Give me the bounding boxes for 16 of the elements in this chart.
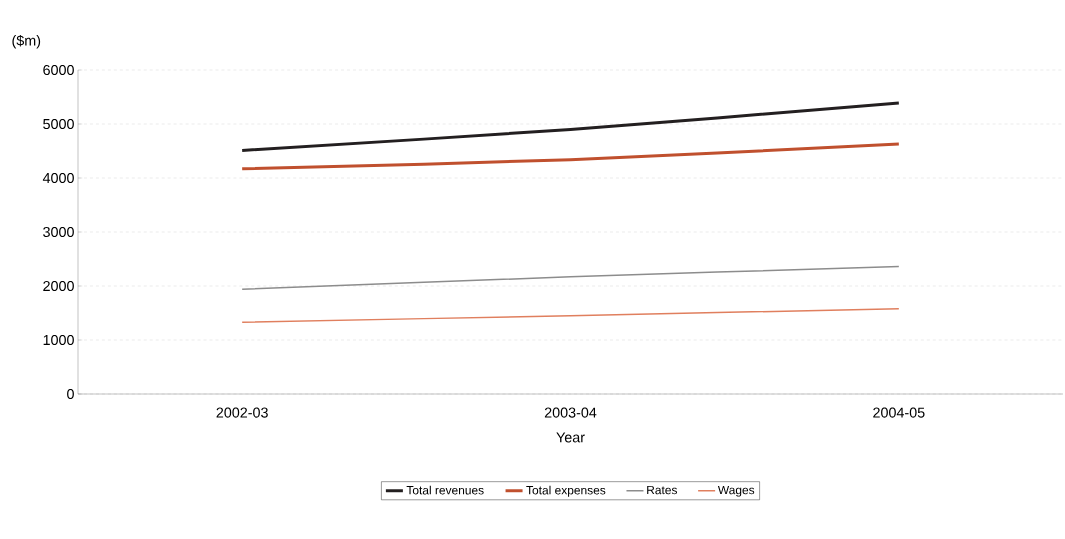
y-tick-label: 5000: [43, 118, 74, 130]
legend-label: Wages: [717, 485, 755, 497]
x-axis-title: Year: [556, 432, 585, 443]
x-tick-label: 2003-04: [544, 407, 597, 418]
y-tick-label: 4000: [42, 172, 74, 184]
y-axis-title: ($m): [12, 34, 41, 49]
y-tick-label: 0: [67, 388, 74, 400]
y-tick-label: 3000: [43, 226, 74, 238]
legend-label: Rates: [647, 485, 678, 495]
legend-label: Total expenses: [526, 485, 606, 497]
y-tick-label: 2000: [43, 280, 74, 292]
x-tick-label: 2002-03: [216, 407, 268, 418]
y-tick-label: 1000: [43, 334, 74, 346]
legend-label: Total revenues: [406, 485, 484, 495]
x-tick-label: 2004-05: [873, 407, 925, 418]
y-tick-label: 6000: [43, 64, 74, 76]
